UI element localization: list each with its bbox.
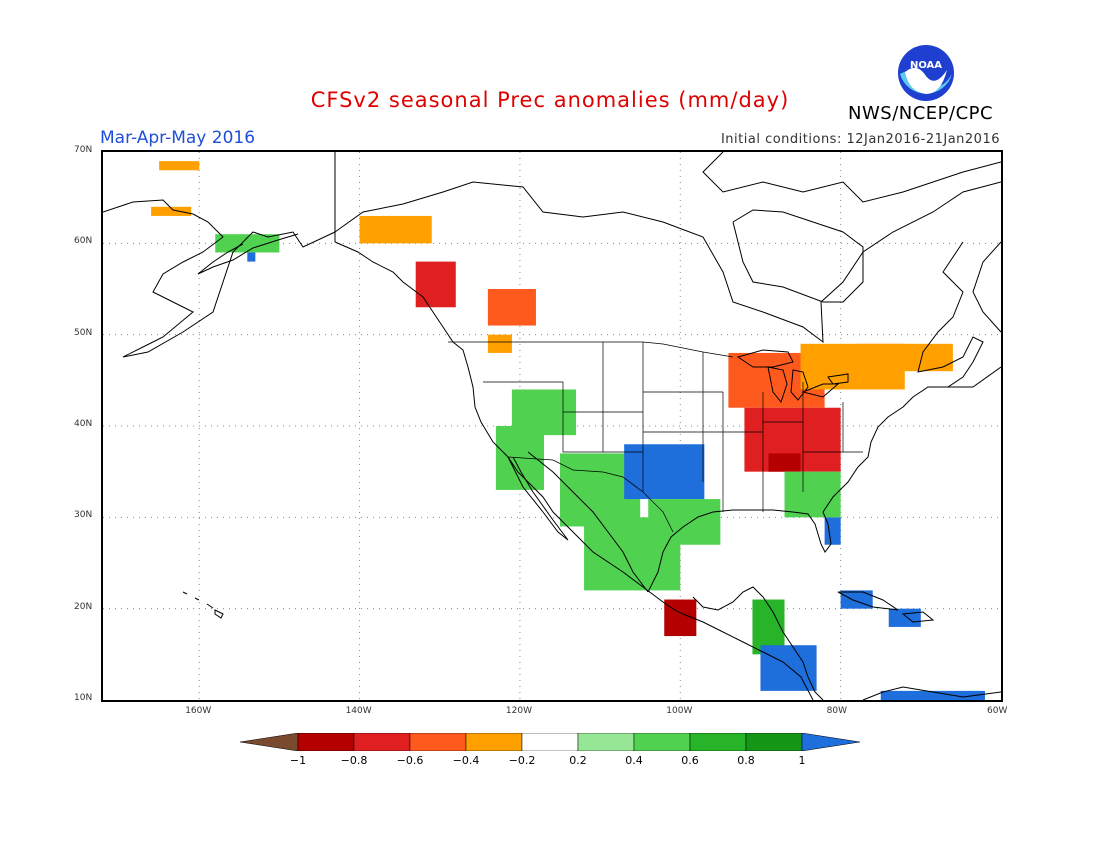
border-layer bbox=[334, 152, 863, 533]
legend-swatch bbox=[409, 733, 467, 751]
noaa-logo-text: NOAA bbox=[910, 60, 942, 71]
anomaly-cell bbox=[856, 343, 953, 372]
map-title: CFSv2 seasonal Prec anomalies (mm/day) bbox=[310, 88, 790, 112]
latitude-label: 50N bbox=[74, 327, 93, 338]
noaa-logo: NOAA bbox=[898, 45, 954, 101]
anomaly-cell bbox=[487, 334, 512, 353]
coastline-pacific bbox=[334, 241, 814, 700]
legend-swatch bbox=[745, 733, 803, 751]
legend-label: 0.4 bbox=[625, 754, 643, 767]
coastline-central-america bbox=[692, 586, 824, 700]
longitude-label: 120W bbox=[505, 706, 532, 716]
longitude-label: 160W bbox=[185, 706, 212, 716]
coastline-alaska-peninsula bbox=[197, 233, 299, 275]
anomaly-cell bbox=[664, 599, 697, 637]
legend-label: −1 bbox=[289, 754, 307, 767]
longitude-label: 80W bbox=[826, 706, 847, 716]
latitude-label: 20N bbox=[74, 601, 93, 612]
agency-label: NWS/NCEP/CPC bbox=[848, 103, 994, 124]
anomaly-cell bbox=[151, 206, 192, 216]
anomaly-cell bbox=[247, 252, 256, 262]
coastline-arctic-islands bbox=[702, 152, 1001, 203]
anomaly-cell bbox=[487, 289, 536, 326]
latitude-label: 10N bbox=[74, 693, 93, 703]
longitude-label: 100W bbox=[666, 706, 693, 716]
coastline-hispaniola bbox=[901, 611, 935, 623]
anomaly-cell bbox=[584, 517, 681, 591]
coastline-hudson-bay bbox=[732, 209, 864, 303]
coastline-canada-arctic bbox=[334, 152, 1001, 344]
anomaly-cell bbox=[415, 261, 456, 308]
border-us-canada bbox=[334, 152, 734, 358]
legend-label: 0.8 bbox=[737, 754, 755, 767]
legend-label: 0.2 bbox=[569, 754, 587, 767]
legend-label: 0.6 bbox=[681, 754, 699, 767]
legend-label: −0.8 bbox=[340, 754, 368, 767]
anomaly-cell bbox=[752, 599, 785, 655]
coastline-gulf bbox=[647, 386, 948, 593]
anomaly-cell bbox=[624, 444, 705, 500]
anomaly-cell bbox=[784, 471, 841, 518]
coastline-mexico-west bbox=[527, 451, 649, 593]
state-borders bbox=[483, 342, 863, 512]
coastline-labrador bbox=[917, 241, 1001, 388]
anomaly-cell bbox=[824, 517, 841, 545]
latitude-label: 70N bbox=[74, 145, 93, 155]
coastline-south-america bbox=[862, 686, 1001, 700]
anomaly-cell bbox=[840, 590, 873, 609]
legend-swatch bbox=[521, 733, 579, 751]
longitude-label: 140W bbox=[345, 706, 372, 716]
legend-swatch bbox=[465, 733, 523, 751]
anomaly-cell bbox=[359, 215, 432, 244]
anomaly-cell bbox=[760, 645, 817, 691]
coastline-cuba bbox=[837, 591, 899, 611]
forecast-period: Mar-Apr-May 2016 bbox=[100, 128, 256, 148]
latitude-label: 60N bbox=[74, 236, 93, 247]
legend-label: −0.2 bbox=[508, 754, 536, 767]
legend-swatch bbox=[353, 733, 411, 751]
coastline-hawaii bbox=[182, 591, 224, 619]
latitude-label: 40N bbox=[74, 419, 93, 429]
color-legend bbox=[240, 733, 860, 751]
anomaly-cell bbox=[888, 608, 921, 627]
initial-conditions: Initial conditions: 12Jan2016-21Jan2016 bbox=[720, 132, 1000, 147]
legend-label: −0.4 bbox=[452, 754, 480, 767]
legend-label: 1 bbox=[798, 754, 806, 767]
legend-swatch bbox=[689, 733, 747, 751]
latitude-label: 30N bbox=[74, 510, 93, 521]
legend-swatch bbox=[297, 733, 355, 751]
anomaly-cell bbox=[215, 234, 280, 253]
legend-swatch bbox=[240, 733, 299, 751]
legend-swatch bbox=[633, 733, 691, 751]
map-panel bbox=[101, 150, 1003, 702]
border-us-mexico bbox=[507, 456, 674, 533]
legend-swatch bbox=[801, 733, 860, 751]
coastline-baja bbox=[507, 456, 569, 541]
precip-map bbox=[103, 152, 1001, 700]
legend-swatch bbox=[577, 733, 635, 751]
anomaly-cell bbox=[768, 453, 801, 472]
longitude-label: 60W bbox=[987, 706, 1008, 716]
anomaly-cell bbox=[159, 161, 200, 171]
anomaly-cell bbox=[880, 690, 985, 700]
coastline-alaska bbox=[103, 199, 336, 358]
legend-label: −0.6 bbox=[396, 754, 424, 767]
anomaly-layer bbox=[151, 161, 985, 700]
